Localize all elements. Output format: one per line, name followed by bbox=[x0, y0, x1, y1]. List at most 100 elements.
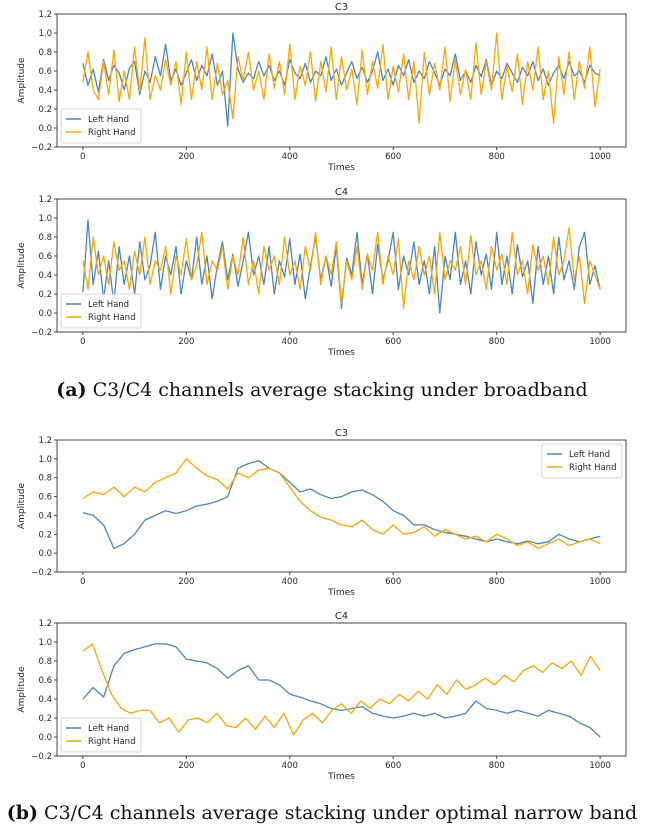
series-line-left-hand bbox=[82, 219, 601, 314]
caption-a-text: C3/C4 channels average stacking under br… bbox=[93, 379, 588, 401]
series-line-right-hand bbox=[82, 643, 601, 736]
caption-a: (a) C3/C4 channels average stacking under… bbox=[56, 379, 587, 401]
y-tick-label: 0.0 bbox=[38, 309, 52, 319]
y-axis-label: Amplitude bbox=[17, 57, 27, 104]
y-tick-label: 0.6 bbox=[38, 67, 52, 77]
axes-frame bbox=[56, 198, 627, 333]
y-tick-label: −0.2 bbox=[31, 328, 52, 338]
y-tick-label: −0.2 bbox=[31, 143, 52, 153]
x-axis-label: Times bbox=[327, 588, 355, 598]
y-tick-label: 0.6 bbox=[38, 252, 52, 262]
y-tick-label: −0.2 bbox=[31, 568, 52, 578]
y-tick-label: 0.6 bbox=[38, 676, 52, 686]
y-tick-label: 0.4 bbox=[38, 511, 52, 521]
y-axis-label: Amplitude bbox=[17, 666, 27, 713]
subplot-2: C4 Times Amplitude −0.2 0.0 0.2 0.4 0.6 0.8 1.0 1.… bbox=[17, 187, 627, 358]
series-line-right-hand bbox=[82, 458, 601, 550]
x-tick-label: 0 bbox=[80, 761, 85, 771]
x-tick-label: 200 bbox=[178, 152, 194, 162]
y-tick-label: 1.2 bbox=[38, 436, 52, 446]
y-tick-label: 0.8 bbox=[38, 48, 52, 58]
x-tick-label: 600 bbox=[385, 577, 401, 587]
legend: Left Hand Right Hand bbox=[60, 108, 142, 144]
x-tick-label: 600 bbox=[385, 761, 401, 771]
chart-title: C3 bbox=[335, 2, 348, 13]
y-axis-label: Amplitude bbox=[17, 242, 27, 289]
series-line-left-hand bbox=[82, 643, 601, 738]
y-tick-label: 0.8 bbox=[38, 233, 52, 243]
y-tick-label: 0.2 bbox=[38, 714, 52, 724]
y-tick-label: 0.2 bbox=[38, 105, 52, 115]
legend-box bbox=[541, 443, 623, 479]
legend-label: Right Hand bbox=[88, 737, 135, 747]
legend-label: Left Hand bbox=[88, 115, 129, 125]
legend-box bbox=[60, 108, 142, 144]
x-tick-label: 1000 bbox=[589, 577, 611, 587]
x-tick-label: 600 bbox=[385, 337, 401, 347]
y-tick-label: 0.4 bbox=[38, 695, 52, 705]
x-axis-label: Times bbox=[327, 163, 355, 173]
series-line-right-hand bbox=[82, 32, 601, 124]
axes-frame bbox=[56, 622, 627, 757]
legend-label: Left Hand bbox=[88, 724, 129, 734]
y-tick-label: 1.0 bbox=[38, 638, 52, 648]
legend-box bbox=[60, 293, 142, 329]
x-tick-label: 200 bbox=[178, 761, 194, 771]
x-tick-label: 0 bbox=[80, 152, 85, 162]
caption-b: (b) C3/C4 channels average stacking under… bbox=[7, 802, 637, 824]
caption-a-label: (a) bbox=[56, 379, 86, 401]
x-tick-label: 1000 bbox=[589, 152, 611, 162]
x-tick-label: 400 bbox=[282, 152, 298, 162]
x-tick-label: 1000 bbox=[589, 761, 611, 771]
axes-frame bbox=[56, 439, 627, 573]
legend-label: Right Hand bbox=[569, 463, 616, 473]
y-tick-label: 0.8 bbox=[38, 474, 52, 484]
x-tick-label: 200 bbox=[178, 337, 194, 347]
y-tick-label: 1.0 bbox=[38, 214, 52, 224]
subplot-4: C4 Times Amplitude −0.2 0.0 0.2 0.4 0.6 0.8 1.0 1.… bbox=[17, 611, 627, 782]
y-tick-label: 1.0 bbox=[38, 455, 52, 465]
x-tick-label: 0 bbox=[80, 337, 85, 347]
x-tick-label: 1000 bbox=[589, 337, 611, 347]
y-tick-label: 0.2 bbox=[38, 290, 52, 300]
x-axis-label: Times bbox=[327, 348, 355, 358]
caption-b-text: C3/C4 channels average stacking under op… bbox=[44, 802, 637, 824]
series-line-left-hand bbox=[82, 460, 601, 550]
legend: Left Hand Right Hand bbox=[60, 293, 142, 329]
caption-b-label: (b) bbox=[7, 802, 38, 824]
legend-label: Right Hand bbox=[88, 128, 135, 138]
axes-frame bbox=[56, 13, 627, 148]
x-tick-label: 800 bbox=[489, 761, 505, 771]
chart-title: C4 bbox=[335, 187, 348, 198]
y-tick-label: 0.0 bbox=[38, 733, 52, 743]
y-tick-label: 0.4 bbox=[38, 271, 52, 281]
y-tick-label: 0.6 bbox=[38, 493, 52, 503]
y-tick-label: 0.0 bbox=[38, 124, 52, 134]
chart-title: C4 bbox=[335, 611, 348, 622]
x-tick-label: 400 bbox=[282, 337, 298, 347]
chart-title: C3 bbox=[335, 428, 348, 439]
y-tick-label: 1.2 bbox=[38, 619, 52, 629]
legend-box bbox=[60, 717, 142, 753]
series-line-right-hand bbox=[82, 226, 601, 309]
subplot-1: C3 Times Amplitude −0.2 0.0 0.2 0.4 0.6 0.8 1.0 1.… bbox=[17, 2, 627, 173]
legend-label: Left Hand bbox=[88, 300, 129, 310]
x-tick-label: 400 bbox=[282, 577, 298, 587]
x-tick-label: 800 bbox=[489, 577, 505, 587]
x-tick-label: 600 bbox=[385, 152, 401, 162]
y-tick-label: 0.8 bbox=[38, 657, 52, 667]
x-tick-label: 0 bbox=[80, 577, 85, 587]
x-tick-label: 800 bbox=[489, 337, 505, 347]
x-axis-label: Times bbox=[327, 772, 355, 782]
y-tick-label: 1.2 bbox=[38, 195, 52, 205]
series-line-left-hand bbox=[82, 32, 601, 127]
subplot-3: C3 Times Amplitude −0.2 0.0 0.2 0.4 0.6 0.8 1.0 1.… bbox=[17, 428, 627, 598]
legend: Left Hand Right Hand bbox=[60, 717, 142, 753]
legend-label: Right Hand bbox=[88, 313, 135, 323]
x-tick-label: 200 bbox=[178, 577, 194, 587]
y-tick-label: 0.4 bbox=[38, 86, 52, 96]
x-tick-label: 800 bbox=[489, 152, 505, 162]
y-tick-label: 1.0 bbox=[38, 29, 52, 39]
